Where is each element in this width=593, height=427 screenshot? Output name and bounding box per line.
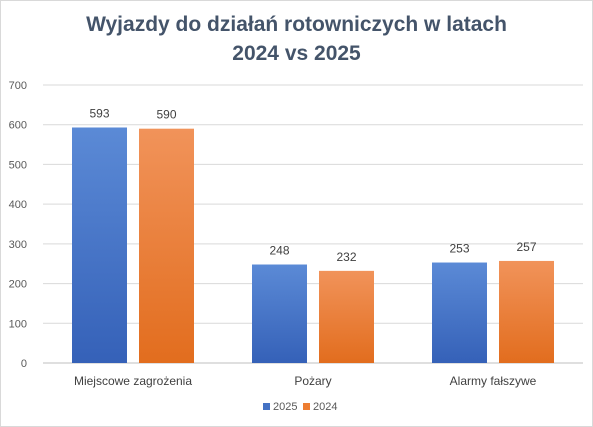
- y-tick-label: 100: [9, 318, 27, 330]
- bar-2024-0: [139, 128, 194, 363]
- legend-label: 2024: [313, 401, 337, 413]
- y-axis: 0 100 200 300 400 500 600 700: [9, 80, 27, 370]
- chart-title: Wyjazdy do działań rotowniczych w latach…: [1, 10, 592, 68]
- y-tick-label: 600: [9, 120, 27, 132]
- bar-2024-1: [319, 270, 374, 363]
- data-label: 253: [449, 242, 469, 256]
- y-tick-label: 500: [9, 159, 27, 171]
- x-axis: Miejscowe zagrożenia Pożary Alarmy fałszyw…: [74, 374, 537, 388]
- data-label: 232: [336, 250, 356, 264]
- x-category-label: Pożary: [294, 374, 331, 388]
- chart-title-line1: Wyjazdy do działań rotowniczych w latach: [86, 13, 507, 36]
- y-tick-label: 300: [9, 239, 27, 251]
- legend-label: 2025: [273, 401, 297, 413]
- y-tick-label: 400: [9, 199, 27, 211]
- y-tick-label: 0: [21, 358, 27, 370]
- chart-title-line2: 2024 vs 2025: [232, 42, 361, 65]
- bar-2025-1: [252, 264, 307, 363]
- x-category-label: Miejscowe zagrożenia: [74, 374, 192, 388]
- data-label: 590: [156, 108, 176, 122]
- bar-2024-2: [499, 260, 554, 363]
- legend-swatch: [303, 403, 310, 410]
- bars: [72, 127, 554, 363]
- data-labels: 593 590 248 232 253 257: [89, 106, 536, 263]
- bar-2025-2: [432, 262, 487, 363]
- data-label: 593: [89, 106, 109, 120]
- legend-swatch: [263, 403, 270, 410]
- data-label: 257: [516, 240, 536, 254]
- x-category-label: Alarmy fałszywe: [450, 374, 537, 388]
- y-tick-label: 700: [9, 80, 27, 92]
- legend: 2025 2024: [263, 401, 337, 413]
- data-label: 248: [269, 244, 289, 258]
- y-tick-label: 200: [9, 279, 27, 291]
- gridlines: [43, 84, 583, 364]
- bar-2025-0: [72, 127, 127, 363]
